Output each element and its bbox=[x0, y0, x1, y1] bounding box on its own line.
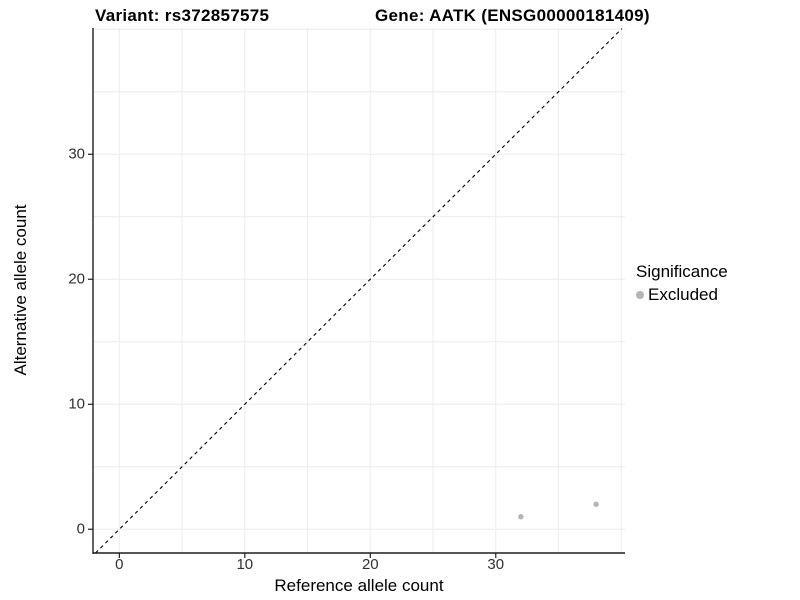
y-axis-title: Alternative allele count bbox=[11, 204, 30, 376]
y-tick-label: 20 bbox=[68, 270, 85, 288]
x-tick-label: 0 bbox=[115, 556, 124, 573]
data-point bbox=[593, 501, 599, 507]
legend-title: Significance bbox=[636, 262, 728, 281]
legend-entry-label: Excluded bbox=[648, 285, 718, 304]
x-axis-title: Reference allele count bbox=[274, 576, 444, 595]
x-tick-label: 30 bbox=[487, 556, 505, 573]
legend-point-icon bbox=[636, 291, 644, 299]
y-tick-label: 10 bbox=[68, 395, 85, 413]
identity-line bbox=[95, 28, 623, 554]
legend: Significance Excluded bbox=[636, 262, 728, 305]
plot-title-variant: Variant: rs372857575 bbox=[95, 6, 270, 25]
y-tick-label: 30 bbox=[68, 145, 85, 163]
data-point bbox=[518, 514, 524, 520]
plot-title-gene: Gene: AATK (ENSG00000181409) bbox=[375, 6, 650, 25]
y-tick-label: 0 bbox=[76, 520, 85, 538]
legend-entries: Excluded bbox=[636, 285, 728, 305]
x-tick-label: 20 bbox=[361, 556, 379, 573]
legend-entry: Excluded bbox=[636, 285, 728, 305]
x-tick-label: 10 bbox=[236, 556, 254, 573]
